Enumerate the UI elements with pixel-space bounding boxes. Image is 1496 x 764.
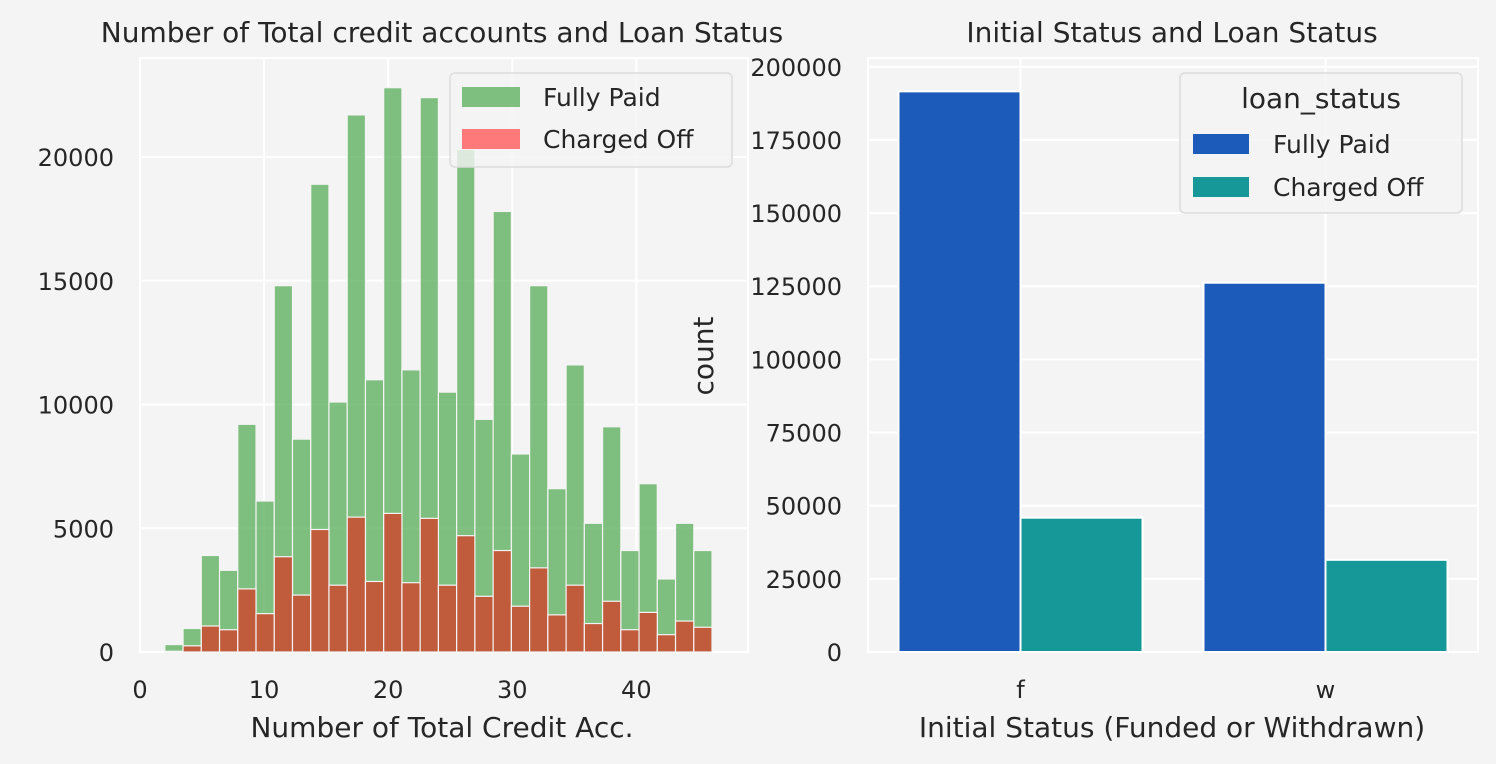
histogram-x-tick-label: 40 [621, 676, 652, 704]
histogram-y-tick-label: 5000 [53, 515, 114, 543]
status-bar-charged-off-w [1324, 558, 1449, 653]
status-x-axis-label: Initial Status (Funded or Withdrawn) [919, 711, 1425, 744]
histogram-bar-charged-off [328, 584, 348, 653]
histogram-bar-charged-off [364, 580, 385, 653]
status-x-tick-label: f [1016, 676, 1025, 704]
histogram-bar-charged-off [383, 512, 403, 653]
histogram-bar-charged-off [291, 594, 312, 653]
histogram-x-tick-label: 10 [249, 676, 280, 704]
status-x-tick-label: w [1316, 676, 1336, 704]
status-y-tick-label: 200000 [750, 54, 842, 82]
histogram-ticks: 0 10 20 30 40 0 5000 10000 15000 20000 [38, 144, 652, 704]
legend-swatch-charged-off [462, 129, 520, 149]
histogram-bar-charged-off [601, 600, 622, 653]
histogram-y-tick-label: 15000 [38, 268, 114, 296]
status-y-tick-label: 50000 [766, 493, 842, 521]
histogram-y-tick-label: 20000 [38, 144, 114, 172]
histogram-bar-charged-off [346, 516, 367, 653]
histogram-bar-charged-off [164, 650, 184, 653]
histogram-chart: 0 10 20 30 40 0 5000 10000 15000 20000 Number of … [38, 16, 784, 744]
status-bar-charged-off-f [1019, 516, 1144, 654]
histogram-x-tick-label: 30 [497, 676, 528, 704]
histogram-bar-charged-off [547, 614, 567, 653]
histogram-bar-charged-off [218, 629, 239, 653]
legend-label-charged-off: Charged Off [1273, 173, 1424, 202]
histogram-bar-charged-off [529, 567, 549, 653]
histogram-x-tick-label: 0 [132, 676, 147, 704]
histogram-bar-charged-off [437, 584, 458, 653]
histogram-bar-charged-off [474, 595, 494, 653]
legend-swatch-fully-paid [462, 87, 520, 107]
status-bar-fully-paid-w [1202, 281, 1327, 653]
legend-title: loan_status [1241, 82, 1401, 115]
histogram-bar-charged-off [456, 535, 476, 653]
histogram-bar-charged-off [182, 645, 202, 653]
status-y-axis-label: count [687, 316, 720, 395]
histogram-y-tick-label: 0 [99, 639, 114, 667]
status-y-tick-label: 0 [827, 639, 842, 667]
histogram-bar-charged-off [200, 625, 221, 653]
histogram-bar-charged-off [492, 549, 512, 653]
legend-label-fully-paid: Fully Paid [543, 83, 661, 112]
status-chart-title: Initial Status and Loan Status [966, 16, 1377, 49]
status-bars [897, 90, 1449, 654]
status-ticks: f w 0 25000 50000 75000 100000 125000 150000 1750… [750, 54, 1335, 704]
histogram-bar-charged-off [310, 528, 330, 653]
histogram-bar-charged-off [693, 626, 713, 653]
status-y-tick-label: 100000 [750, 346, 842, 374]
histogram-x-axis-label: Number of Total Credit Acc. [250, 711, 633, 744]
status-y-tick-label: 150000 [750, 200, 842, 228]
histogram-bar-charged-off [419, 517, 440, 653]
histogram-y-tick-label: 10000 [38, 392, 114, 420]
histogram-legend: Fully Paid Charged Off [449, 72, 733, 168]
histogram-bar-charged-off [620, 629, 640, 653]
status-y-tick-label: 125000 [750, 273, 842, 301]
histogram-x-tick-label: 20 [373, 676, 404, 704]
histogram-bar-charged-off [510, 605, 531, 653]
status-y-tick-label: 75000 [766, 420, 842, 448]
legend-swatch-charged-off [1193, 177, 1249, 197]
histogram-title: Number of Total credit accounts and Loan… [101, 16, 783, 49]
histogram-bar-charged-off [583, 622, 604, 653]
status-bar-chart: f w 0 25000 50000 75000 100000 125000 150000 1750… [687, 16, 1479, 744]
histogram-bar-charged-off [401, 582, 421, 653]
histogram-bars [164, 87, 713, 653]
status-y-tick-label: 175000 [750, 127, 842, 155]
histogram-bar-charged-off [273, 556, 294, 653]
histogram-bar-charged-off [674, 620, 695, 653]
legend-swatch-fully-paid [1193, 134, 1249, 154]
histogram-bar-charged-off [255, 613, 275, 653]
histogram-bar-charged-off [638, 611, 658, 653]
histogram-bar-charged-off [656, 634, 677, 653]
status-y-tick-label: 25000 [766, 566, 842, 594]
legend-label-charged-off: Charged Off [543, 125, 694, 154]
histogram-bar-charged-off [237, 588, 257, 653]
histogram-bar-charged-off [565, 584, 585, 653]
status-legend: loan_status Fully Paid Charged Off [1179, 72, 1463, 214]
legend-label-fully-paid: Fully Paid [1273, 130, 1391, 159]
status-bar-fully-paid-f [897, 90, 1022, 653]
